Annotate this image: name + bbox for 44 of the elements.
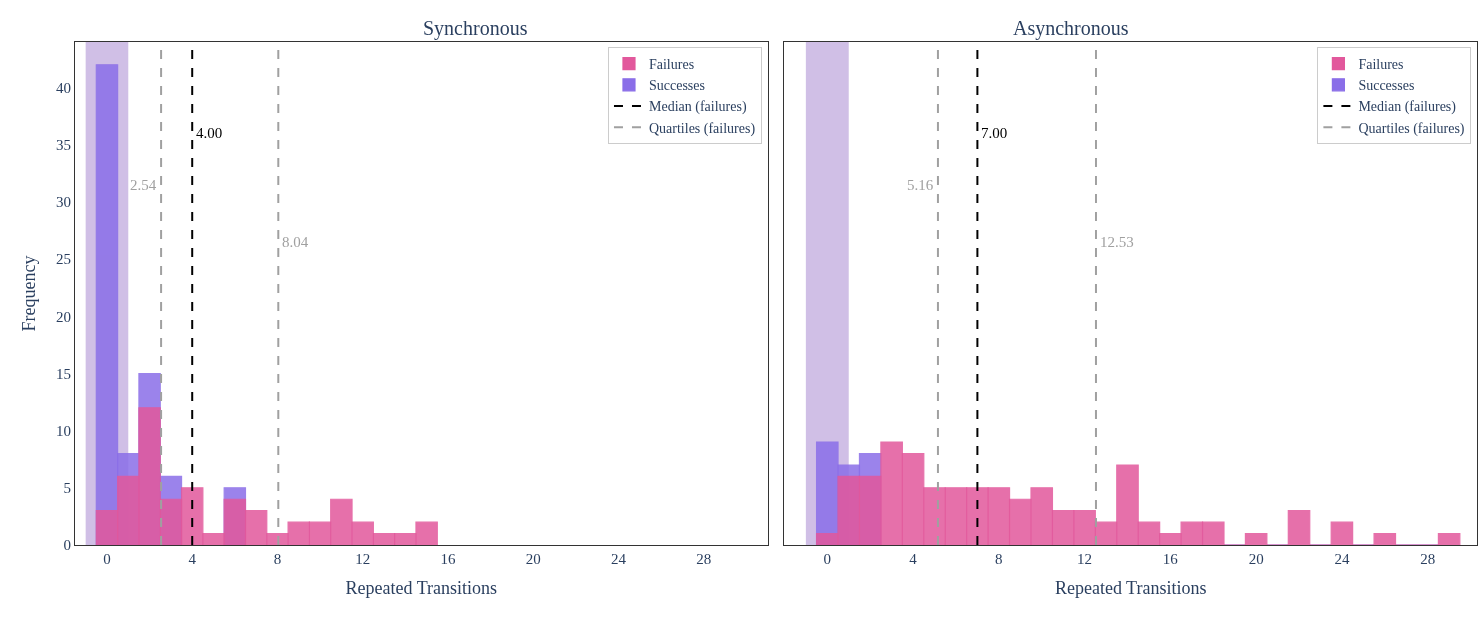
- legend-label: Quartiles (failures): [1358, 120, 1465, 137]
- annotation: 5.16: [907, 177, 934, 193]
- legend-label: Successes: [648, 78, 705, 94]
- y-tick-label: 10: [55, 422, 71, 439]
- annotation: 7.00: [981, 125, 1008, 141]
- y-tick-label: 40: [55, 79, 71, 96]
- x-tick-label: 0: [103, 551, 111, 568]
- y-tick-label: 5: [63, 480, 71, 497]
- x-tick-label: 8: [273, 551, 282, 568]
- annotation: 4.00: [196, 125, 223, 141]
- legend-label: Successes: [1358, 78, 1415, 94]
- legend-label: Median (failures): [648, 99, 747, 116]
- y-tick-label: 20: [55, 308, 71, 325]
- annotation: 8.04: [282, 234, 309, 250]
- annotation: 12.53: [1100, 234, 1134, 250]
- legend-label: Quartiles (failures): [648, 120, 756, 137]
- y-tick-label: 0: [63, 537, 71, 554]
- y-tick-label: 15: [55, 365, 71, 382]
- x-tick-label: 8: [995, 551, 1003, 568]
- x-tick-label: 12: [1077, 551, 1093, 568]
- x-tick-label: 24: [1334, 551, 1350, 568]
- x-tick-label: 28: [696, 551, 712, 568]
- annotation: 2.54: [130, 177, 157, 193]
- y-tick-label: 25: [55, 251, 71, 268]
- x-tick-label: 16: [1162, 551, 1179, 568]
- x-axis-title: Repeated Transitions: [1054, 578, 1207, 599]
- x-tick-label: 20: [525, 551, 541, 568]
- x-tick-label: 4: [188, 551, 197, 568]
- y-axis-title: Frequency: [19, 255, 40, 332]
- y-tick-label: 30: [55, 194, 71, 211]
- x-tick-label: 28: [1420, 551, 1436, 568]
- x-tick-label: 24: [610, 551, 627, 568]
- x-tick-label: 12: [355, 551, 371, 568]
- legend-label: Failures: [648, 57, 695, 73]
- y-tick-label: 35: [55, 137, 71, 154]
- x-tick-label: 16: [440, 551, 456, 568]
- chart-title: Asynchronous: [1013, 17, 1129, 40]
- x-tick-label: 4: [909, 551, 918, 568]
- chart-title: Synchronous: [423, 17, 528, 40]
- legend-label: Failures: [1358, 57, 1404, 73]
- legend-label: Median (failures): [1358, 99, 1457, 116]
- x-tick-label: 20: [1248, 551, 1264, 568]
- x-axis-title: Repeated Transitions: [345, 578, 498, 599]
- x-tick-label: 0: [823, 551, 832, 568]
